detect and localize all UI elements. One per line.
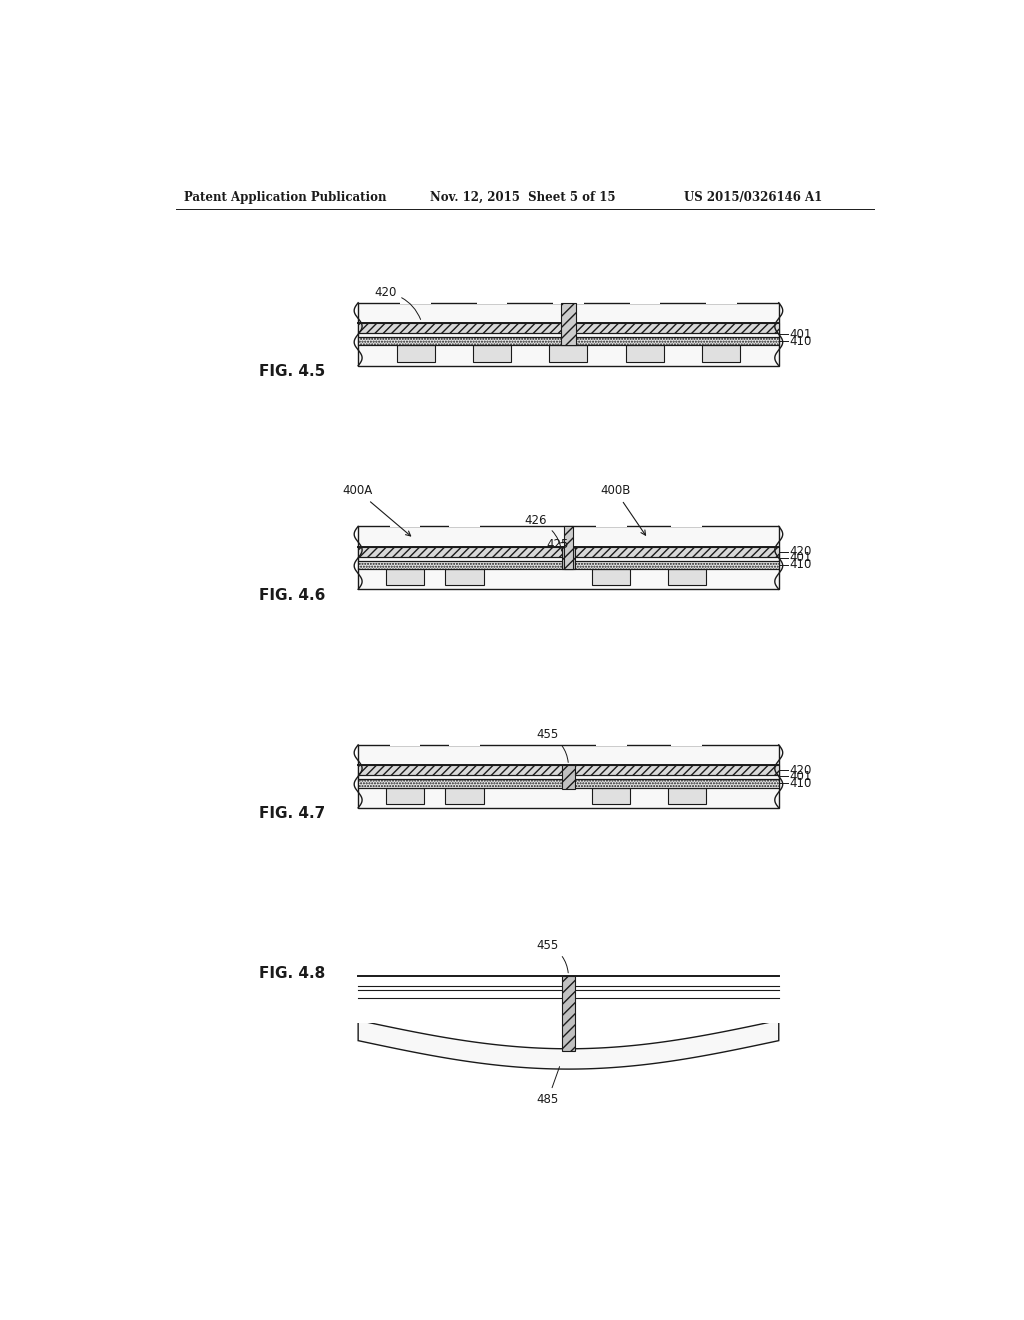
Bar [386,998,424,1014]
Bar [550,346,588,362]
Text: 410: 410 [790,558,812,572]
Text: 400B: 400B [600,484,645,535]
Bar [668,569,706,585]
Bar [450,743,479,746]
Bar [668,788,706,804]
Text: 410: 410 [790,777,812,789]
Text: Nov. 12, 2015  Sheet 5 of 15: Nov. 12, 2015 Sheet 5 of 15 [430,190,615,203]
Bar [358,338,779,346]
Text: FIG. 4.6: FIG. 4.6 [259,587,326,603]
Bar [450,524,479,528]
Bar [358,744,779,808]
Bar [672,743,701,746]
Bar [592,788,631,804]
Text: 425: 425 [546,539,568,552]
Bar [358,766,779,775]
Text: FIG. 4.8: FIG. 4.8 [259,966,326,981]
Bar [350,950,786,1023]
Bar [672,953,701,956]
Bar [596,524,627,528]
Text: 401: 401 [790,327,812,341]
Bar [358,975,779,986]
Bar [396,346,434,362]
Bar [596,743,627,746]
Text: 420: 420 [374,286,421,319]
Bar [563,527,573,569]
Bar [386,569,424,585]
Text: 455: 455 [537,729,568,763]
Bar [562,975,574,1051]
Bar [400,301,431,304]
Text: 401: 401 [790,770,812,783]
Bar [592,998,631,1014]
Bar [450,953,479,956]
Bar [358,956,779,1018]
Text: 420: 420 [790,545,812,558]
Bar [390,524,420,528]
Bar [630,301,660,304]
Bar [358,779,779,788]
Bar [390,743,420,746]
Bar [707,301,736,304]
Bar [561,302,575,346]
Bar [445,998,483,1014]
Text: 420: 420 [790,764,812,776]
Text: 455: 455 [537,939,568,973]
Bar [386,788,424,804]
Bar [358,546,779,557]
Bar [445,569,483,585]
Text: FIG. 4.5: FIG. 4.5 [259,364,326,379]
Bar [672,524,701,528]
Bar [702,346,740,362]
Text: 400A: 400A [342,484,411,536]
Bar [596,953,627,956]
Text: 410: 410 [790,335,812,348]
Text: 401: 401 [790,552,812,565]
Bar [445,788,483,804]
Bar [358,323,779,333]
Bar [358,527,779,589]
Bar [668,998,706,1014]
Text: 485: 485 [537,1067,559,1106]
Text: US 2015/0326146 A1: US 2015/0326146 A1 [684,190,822,203]
Text: 426: 426 [524,513,562,550]
Bar [473,346,511,362]
Text: Patent Application Publication: Patent Application Publication [183,190,386,203]
Bar [390,953,420,956]
Text: FIG. 4.7: FIG. 4.7 [259,807,326,821]
Bar [562,766,574,789]
Bar [553,301,584,304]
Bar [477,301,507,304]
Bar [592,569,631,585]
Bar [358,302,779,366]
Polygon shape [358,1020,778,1069]
Bar [562,546,574,569]
Bar [626,346,664,362]
Bar [358,561,779,569]
Bar [358,990,779,998]
